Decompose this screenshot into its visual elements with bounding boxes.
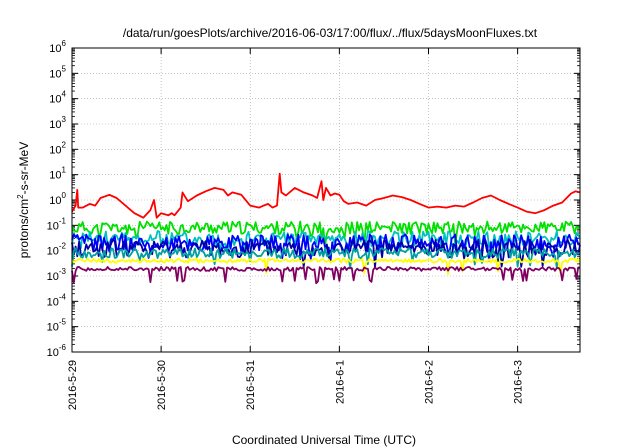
- y-tick-label: 10-6: [47, 343, 67, 359]
- x-tick-label: 2016-6-2: [423, 360, 435, 404]
- x-tick-label: 2016-6-1: [334, 360, 346, 404]
- chart-title: /data/run/goesPlots/archive/2016-06-03/1…: [123, 26, 538, 40]
- x-tick-label: 2016-5-31: [245, 360, 257, 410]
- y-tick-label: 105: [49, 64, 66, 80]
- y-tick-label: 103: [49, 115, 66, 131]
- x-axis-label: Coordinated Universal Time (UTC): [232, 433, 416, 447]
- x-tick-label: 2016-5-29: [67, 360, 79, 410]
- series-line: [71, 220, 581, 247]
- series-line: [71, 266, 581, 285]
- series-line: [71, 247, 581, 270]
- x-tick-label: 2016-5-30: [156, 360, 168, 410]
- y-tick-label: 106: [49, 39, 66, 55]
- y-axis-label: protons/cm2-s-sr-MeV: [16, 142, 31, 258]
- series-line: [71, 230, 581, 257]
- y-tick-label: 10-2: [47, 242, 67, 258]
- x-tick-label: 2016-6-3: [513, 360, 525, 404]
- plot-border: [71, 47, 581, 353]
- series-line: [71, 238, 581, 269]
- y-tick-label: 104: [49, 90, 66, 106]
- y-tick-label: 102: [49, 140, 66, 156]
- y-tick-label: 10-1: [47, 216, 67, 232]
- series-line: [71, 172, 581, 219]
- y-tick-label: 10-3: [47, 267, 67, 283]
- y-tick-label: 100: [49, 191, 66, 207]
- plot-area: 10-6 10-5 10-4 10-3 10-2 10-1 100 101 102 103 104 1…: [47, 39, 581, 410]
- series-line: [71, 257, 581, 275]
- y-tick-label: 10-5: [47, 318, 67, 334]
- y-tick-label: 101: [49, 166, 66, 182]
- y-tick-label: 10-4: [47, 292, 67, 308]
